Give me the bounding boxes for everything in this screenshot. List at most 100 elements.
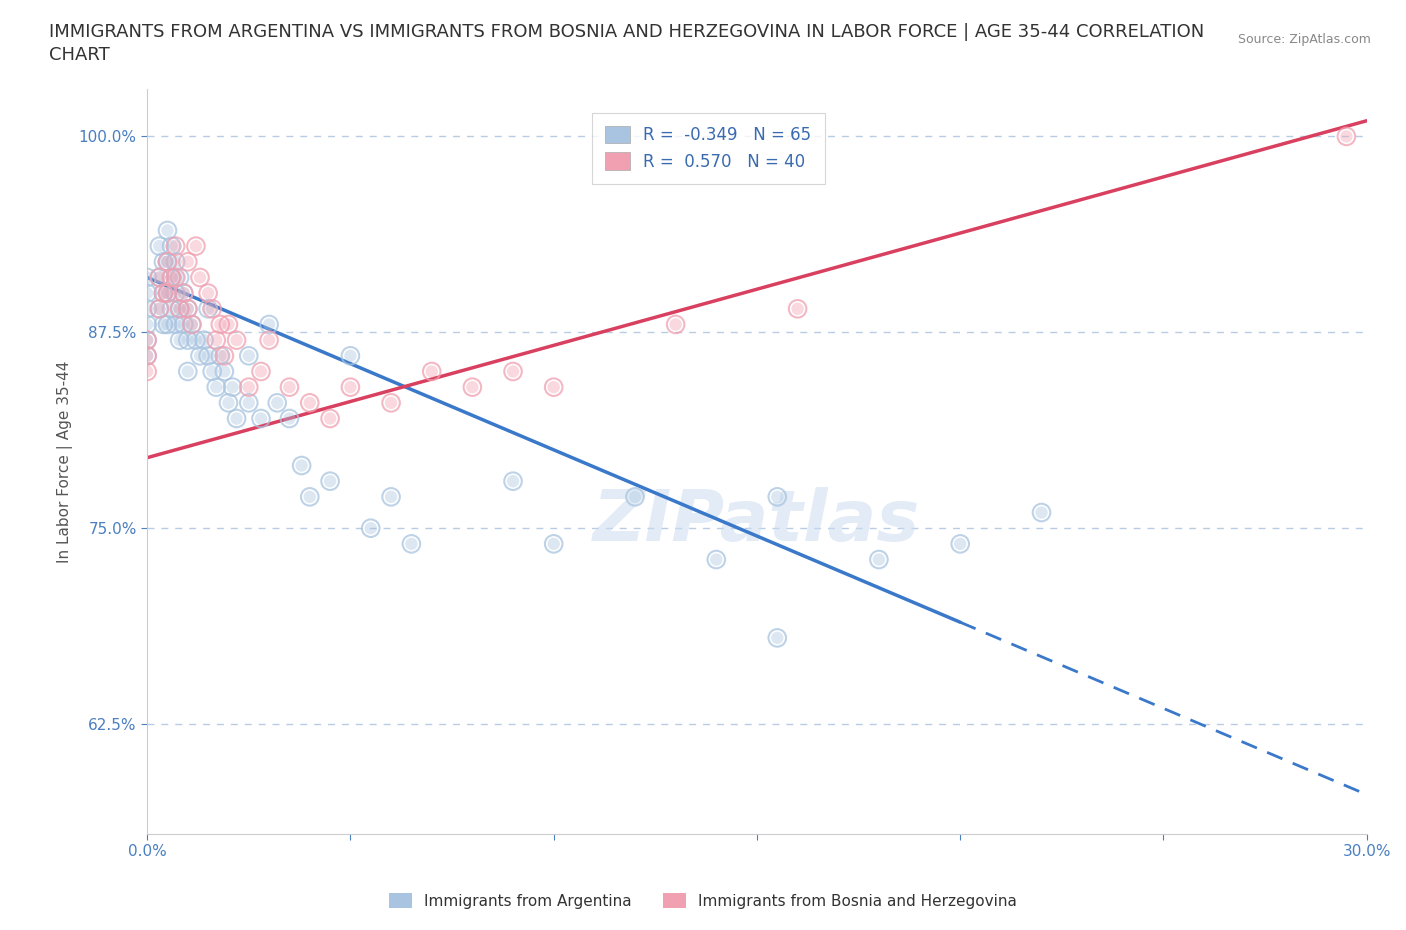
Point: [188, 349, 211, 364]
Point: [136, 349, 159, 364]
Point: [173, 286, 195, 300]
Point: [136, 270, 159, 285]
Point: [401, 537, 423, 551]
Point: [165, 239, 187, 254]
Point: [177, 364, 200, 379]
Text: ZIPatlas: ZIPatlas: [593, 486, 921, 555]
Point: [257, 317, 280, 332]
Point: [214, 349, 236, 364]
Point: [148, 301, 170, 316]
Point: [238, 349, 260, 364]
Point: [152, 254, 174, 269]
Point: [160, 239, 183, 254]
Point: [136, 364, 159, 379]
Point: [136, 364, 159, 379]
Point: [156, 254, 179, 269]
Point: [502, 364, 524, 379]
Point: [177, 301, 200, 316]
Legend: R =  -0.349   N = 65, R =  0.570   N = 40: R = -0.349 N = 65, R = 0.570 N = 40: [592, 113, 825, 184]
Point: [169, 301, 191, 316]
Text: Source: ZipAtlas.com: Source: ZipAtlas.com: [1237, 33, 1371, 46]
Point: [173, 286, 195, 300]
Point: [225, 333, 247, 348]
Point: [209, 349, 232, 364]
Point: [543, 379, 565, 394]
Point: [949, 537, 972, 551]
Point: [180, 317, 202, 332]
Point: [278, 411, 301, 426]
Point: [136, 301, 159, 316]
Point: [148, 270, 170, 285]
Point: [173, 317, 195, 332]
Point: [160, 301, 183, 316]
Point: [193, 333, 215, 348]
Point: [319, 411, 342, 426]
Point: [278, 379, 301, 394]
Legend: Immigrants from Argentina, Immigrants from Bosnia and Herzegovina: Immigrants from Argentina, Immigrants fr…: [384, 886, 1022, 915]
Point: [380, 489, 402, 504]
Point: [201, 301, 224, 316]
Point: [214, 349, 236, 364]
Point: [169, 301, 191, 316]
Point: [543, 537, 565, 551]
Point: [238, 379, 260, 394]
Point: [136, 317, 159, 332]
Point: [177, 301, 200, 316]
Text: CHART: CHART: [49, 46, 110, 64]
Point: [380, 395, 402, 410]
Point: [136, 317, 159, 332]
Point: [238, 379, 260, 394]
Point: [156, 286, 179, 300]
Point: [225, 333, 247, 348]
Point: [160, 270, 183, 285]
Point: [461, 379, 484, 394]
Point: [136, 333, 159, 348]
Point: [205, 333, 228, 348]
Point: [502, 473, 524, 488]
Point: [169, 333, 191, 348]
Point: [868, 552, 890, 567]
Point: [136, 349, 159, 364]
Point: [177, 333, 200, 348]
Point: [156, 223, 179, 238]
Point: [319, 473, 342, 488]
Point: [188, 349, 211, 364]
Point: [148, 239, 170, 254]
Point: [165, 254, 187, 269]
Point: [165, 286, 187, 300]
Point: [278, 411, 301, 426]
Point: [136, 286, 159, 300]
Point: [136, 333, 159, 348]
Point: [148, 270, 170, 285]
Point: [197, 301, 219, 316]
Point: [420, 364, 443, 379]
Point: [173, 317, 195, 332]
Point: [319, 411, 342, 426]
Point: [250, 411, 273, 426]
Point: [177, 364, 200, 379]
Point: [156, 254, 179, 269]
Point: [339, 379, 361, 394]
Point: [148, 301, 170, 316]
Point: [152, 317, 174, 332]
Point: [169, 270, 191, 285]
Point: [156, 223, 179, 238]
Point: [156, 286, 179, 300]
Point: [786, 301, 808, 316]
Point: [156, 317, 179, 332]
Point: [156, 286, 179, 300]
Point: [868, 552, 890, 567]
Point: [380, 489, 402, 504]
Point: [766, 631, 789, 645]
Point: [165, 254, 187, 269]
Point: [148, 301, 170, 316]
Point: [152, 286, 174, 300]
Point: [180, 317, 202, 332]
Point: [205, 333, 228, 348]
Point: [217, 317, 239, 332]
Point: [152, 286, 174, 300]
Point: [173, 286, 195, 300]
Point: [238, 395, 260, 410]
Point: [173, 286, 195, 300]
Point: [193, 333, 215, 348]
